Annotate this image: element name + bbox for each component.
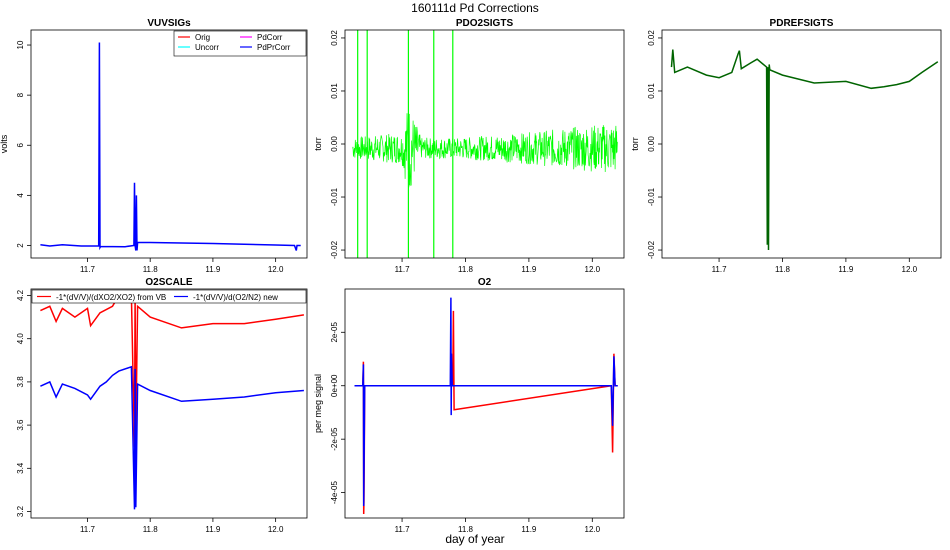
series-line-PdPrCorr bbox=[40, 42, 301, 251]
y-tick-label: 4.2 bbox=[16, 289, 25, 301]
y-tick-label: 4 bbox=[16, 193, 25, 198]
x-tick-label: 11.8 bbox=[143, 265, 159, 274]
panel-title: VUVSIGs bbox=[147, 18, 191, 29]
x-tick-label: 12.0 bbox=[585, 525, 601, 534]
x-tick-label: 12.0 bbox=[902, 265, 918, 274]
series-group bbox=[354, 297, 618, 515]
x-tick-label: 11.7 bbox=[395, 265, 411, 274]
x-tick-label: 12.0 bbox=[585, 265, 601, 274]
plot-frame bbox=[30, 29, 308, 259]
legend: -1*(dV/V)/(dXO2/XO2) from VB -1*(dV/V)/d(… bbox=[31, 289, 307, 304]
x-tick-label: 11.8 bbox=[458, 265, 474, 274]
panel-title: O2 bbox=[478, 277, 492, 288]
y-tick-label: 2e-05 bbox=[330, 322, 339, 343]
panel-title: PDO2SIGTS bbox=[456, 18, 514, 29]
figure-xlabel: day of year bbox=[445, 532, 504, 546]
x-tick-label: 11.8 bbox=[775, 265, 791, 274]
y-tick-label: 10 bbox=[16, 40, 25, 49]
x-tick-label: 12.0 bbox=[268, 265, 284, 274]
legend-label: PdPrCorr bbox=[257, 43, 291, 52]
y-axis-label: per meg signal bbox=[313, 374, 323, 433]
y-tick-label: 0.02 bbox=[647, 30, 656, 46]
y-tick-label: 4.0 bbox=[16, 333, 25, 345]
x-tick-label: 11.9 bbox=[838, 265, 854, 274]
y-tick-label: 0.02 bbox=[330, 30, 339, 46]
y-axis-label: torr bbox=[313, 137, 323, 151]
figure-title: 160111d Pd Corrections bbox=[411, 1, 539, 15]
panel-title: O2SCALE bbox=[145, 277, 193, 288]
y-tick-label: 0.01 bbox=[330, 83, 339, 99]
panel-o2scale: O2SCALE 11.7 11.8 11.9 12.0 3.2 3.4 3.6 3.8 4.0 4.… bbox=[16, 277, 308, 534]
series-line-PDO2SIGTS bbox=[352, 113, 618, 188]
y-tick-label: 0.00 bbox=[330, 136, 339, 152]
y-tick-label: 0e+00 bbox=[330, 374, 339, 397]
panel-vuvsigs: VUVSIGs volts 11.7 11.8 11.9 12.0 2 4 6 8 10 OrigUn… bbox=[0, 18, 308, 274]
x-tick-label: 11.9 bbox=[521, 265, 537, 274]
y-axis-label: torr bbox=[630, 137, 640, 151]
y-tick-label: -0.01 bbox=[647, 187, 656, 206]
y-tick-label: 0.00 bbox=[647, 136, 656, 152]
y-tick-label: 0.01 bbox=[647, 83, 656, 99]
y-tick-label: 3.6 bbox=[16, 419, 25, 431]
panel-title: PDREFSIGTS bbox=[770, 18, 834, 29]
legend-label: PdCorr bbox=[257, 33, 283, 42]
series-group bbox=[40, 294, 305, 510]
panel-pdo2sigts: PDO2SIGTS torr 11.7 11.8 11.9 12.0 -0.02 -0.01 0… bbox=[313, 18, 625, 274]
y-tick-label: -0.02 bbox=[330, 240, 339, 259]
series-line-PDREFSIGTS bbox=[670, 49, 939, 251]
y-tick-label: 2 bbox=[16, 243, 25, 248]
y-tick-label: 3.2 bbox=[16, 505, 25, 517]
legend-box bbox=[31, 289, 307, 304]
x-tick-label: 11.7 bbox=[80, 265, 96, 274]
plot-frame bbox=[344, 288, 625, 519]
y-tick-label: 3.8 bbox=[16, 376, 25, 388]
series-group bbox=[670, 49, 939, 251]
y-tick-label: -2e-05 bbox=[330, 427, 339, 451]
y-tick-label: 3.4 bbox=[16, 462, 25, 474]
x-tick-label: 11.8 bbox=[143, 525, 159, 534]
x-tick-label: 12.0 bbox=[268, 525, 284, 534]
legend-box bbox=[173, 30, 307, 57]
y-tick-label: -4e-05 bbox=[330, 481, 339, 505]
y-tick-label: -0.02 bbox=[647, 240, 656, 259]
series-line--1*(dV/V)/(dXO2/XO2) from VB bbox=[40, 294, 305, 447]
x-tick-label: 11.9 bbox=[205, 525, 221, 534]
x-tick-label: 11.7 bbox=[395, 525, 411, 534]
x-tick-label: 11.7 bbox=[80, 525, 96, 534]
legend-label: -1*(dV/V)/(dXO2/XO2) from VB bbox=[56, 293, 166, 302]
series-line-blue bbox=[354, 297, 618, 507]
plot-frame bbox=[30, 288, 308, 519]
legend-label: Uncorr bbox=[195, 43, 219, 52]
x-tick-label: 11.7 bbox=[712, 265, 728, 274]
y-tick-label: -0.01 bbox=[330, 187, 339, 206]
y-axis-label: volts bbox=[0, 134, 9, 153]
legend-label: -1*(dV/V)/d(O2/N2) new bbox=[193, 293, 278, 302]
series-line-red bbox=[354, 310, 618, 515]
panel-pdrefsigts: PDREFSIGTS torr 11.7 11.8 11.9 12.0 -0.02 -0.01… bbox=[630, 18, 942, 274]
y-tick-label: 6 bbox=[16, 142, 25, 147]
panel-o2: O2 per meg signal 11.7 11.8 11.9 12.0 -4e-05 -2… bbox=[313, 277, 625, 534]
plot-frame bbox=[661, 29, 942, 259]
x-tick-label: 11.9 bbox=[205, 265, 221, 274]
series-group bbox=[40, 42, 301, 251]
series-line--1*(dV/V)/d(O2/N2) new bbox=[40, 365, 304, 510]
x-tick-label: 11.8 bbox=[458, 525, 474, 534]
series-group bbox=[352, 30, 618, 258]
y-tick-label: 8 bbox=[16, 92, 25, 97]
x-tick-label: 11.9 bbox=[521, 525, 537, 534]
legend-label: Orig bbox=[195, 33, 210, 42]
